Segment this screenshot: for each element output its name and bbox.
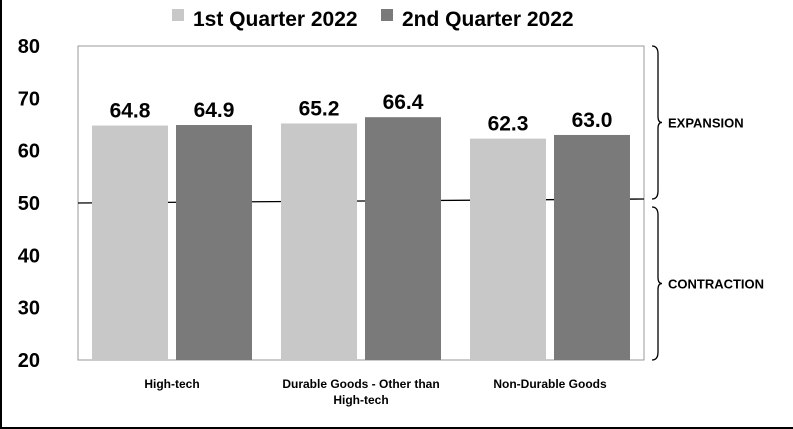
legend-swatch: [381, 9, 393, 21]
data-label: 62.3: [488, 113, 529, 136]
x-category-label: Non-Durable Goods: [493, 377, 607, 391]
legend-swatch: [172, 9, 184, 21]
y-tick-label: 70: [18, 88, 40, 110]
zone-bracket: [651, 206, 663, 361]
y-tick-label: 30: [18, 298, 40, 320]
data-label: 63.0: [572, 109, 613, 132]
y-tick-label: 50: [18, 193, 40, 215]
bar: [92, 125, 168, 361]
legend-label: 1st Quarter 2022: [193, 8, 358, 31]
zone-label: CONTRACTION: [668, 277, 764, 292]
legend-label: 2nd Quarter 2022: [402, 8, 574, 31]
y-tick-label: 80: [18, 36, 40, 58]
data-label: 66.4: [383, 91, 424, 114]
bar: [554, 134, 630, 360]
data-label: 64.9: [194, 99, 235, 122]
zone-bracket: [651, 45, 663, 200]
bar: [470, 138, 546, 360]
data-label: 64.8: [110, 100, 151, 123]
bar: [281, 123, 357, 360]
bar: [365, 117, 441, 360]
legend: 1st Quarter 2022 2nd Quarter 2022: [172, 8, 574, 31]
y-tick-label: 40: [18, 245, 40, 267]
y-tick-label: 60: [18, 141, 40, 163]
data-labels: 64.8 65.2 62.3 64.9 66.4 63.0: [110, 91, 613, 135]
plot-border: [77, 45, 645, 361]
x-category-label: High-tech: [333, 393, 388, 407]
bar: [176, 125, 252, 360]
x-axis: High-tech Durable Goods - Other than High-…: [144, 377, 607, 407]
x-category-label: High-tech: [144, 377, 199, 391]
bars: [92, 117, 630, 361]
y-tick-label: 20: [18, 350, 40, 372]
data-label: 65.2: [299, 97, 340, 120]
zone-label: EXPANSION: [668, 116, 744, 131]
plot-area: [77, 45, 645, 361]
reference-line: [77, 198, 645, 204]
x-category-label: Durable Goods - Other than: [282, 377, 439, 391]
zone-brackets: EXPANSION CONTRACTION: [651, 45, 764, 361]
y-axis: 20 30 40 50 60 70 80: [18, 36, 40, 372]
